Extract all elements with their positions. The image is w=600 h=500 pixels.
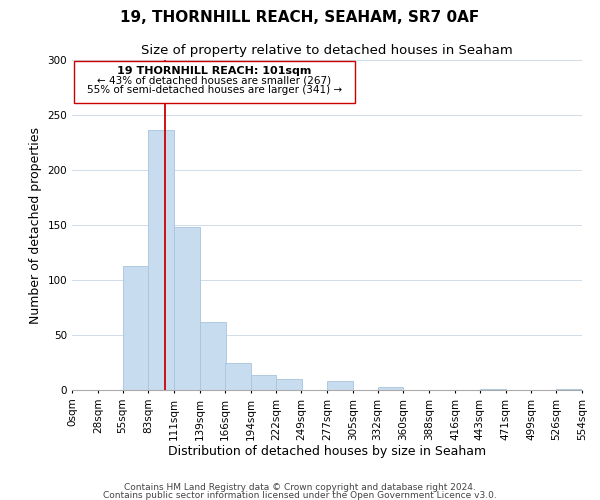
Text: 19, THORNHILL REACH, SEAHAM, SR7 0AF: 19, THORNHILL REACH, SEAHAM, SR7 0AF [121,10,479,25]
Text: 55% of semi-detached houses are larger (341) →: 55% of semi-detached houses are larger (… [86,86,342,96]
Bar [480,389,506,390]
Bar [277,379,302,390]
Bar [148,130,174,390]
Text: ← 43% of detached houses are smaller (267): ← 43% of detached houses are smaller (26… [97,76,331,86]
Bar [556,389,582,390]
Bar [122,266,148,390]
Bar [200,322,226,390]
Bar [327,381,353,390]
Text: Contains HM Land Registry data © Crown copyright and database right 2024.: Contains HM Land Registry data © Crown c… [124,483,476,492]
Text: 19 THORNHILL REACH: 101sqm: 19 THORNHILL REACH: 101sqm [117,66,311,76]
Text: Contains public sector information licensed under the Open Government Licence v3: Contains public sector information licen… [103,490,497,500]
Title: Size of property relative to detached houses in Seaham: Size of property relative to detached ho… [141,44,513,58]
Bar [377,386,403,390]
Bar [225,362,251,390]
X-axis label: Distribution of detached houses by size in Seaham: Distribution of detached houses by size … [168,446,486,458]
Y-axis label: Number of detached properties: Number of detached properties [29,126,42,324]
Bar [174,227,200,390]
Bar [251,374,277,390]
FancyBboxPatch shape [74,61,355,103]
